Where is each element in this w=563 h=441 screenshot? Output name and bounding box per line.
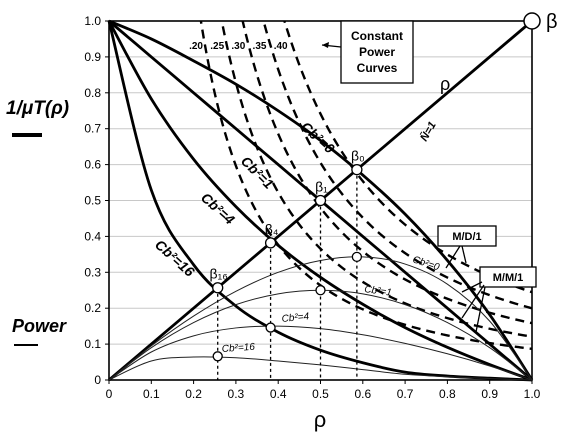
x-tick-label: 0.8 <box>439 387 456 401</box>
power-curve-label: Cb²=1 <box>364 284 393 299</box>
constant-power-box <box>340 20 414 84</box>
throughput-curve <box>108 19 534 381</box>
x-tick-label: 0.7 <box>397 387 414 401</box>
beta-label: β₄ <box>265 221 279 237</box>
throughput-curve-label: Cb²=4 <box>198 189 238 227</box>
ylabel-throughput-underline <box>12 133 42 137</box>
beta-label: β₁₆ <box>209 266 227 282</box>
n-bar-label: N̄=1 <box>418 120 439 144</box>
y-tick-label: 0.9 <box>84 50 101 64</box>
throughput-curve-label: Cb²=0 <box>298 118 338 156</box>
x-tick-label: 0.9 <box>481 387 498 401</box>
constant-power-curve <box>241 21 532 325</box>
mm1-arrow <box>475 286 486 333</box>
mm1-arrow <box>461 284 485 319</box>
beta-label: β₀ <box>351 148 365 164</box>
mm1-label: M/M/1 <box>493 272 524 284</box>
x-tick-label: 0.1 <box>143 387 160 401</box>
y-tick-label: 0.8 <box>84 86 101 100</box>
ylabel-throughput: 1/μT(ρ) <box>6 98 70 119</box>
y-tick-label: 0 <box>94 373 101 387</box>
power-max-point <box>351 251 363 263</box>
y-tick-label: 0.1 <box>84 337 101 351</box>
y-tick-label: 1.0 <box>84 14 101 28</box>
y-tick-label: 0.5 <box>84 194 101 208</box>
x-tick-label: 0.3 <box>228 387 245 401</box>
power-curve-label: Cb²=4 <box>281 311 310 325</box>
x-tick-label: 0.5 <box>312 387 329 401</box>
power-curve <box>108 256 533 381</box>
throughput-curve-label: Cb²=16 <box>152 236 198 280</box>
mm1-arrow <box>461 281 483 293</box>
throughput-curve <box>107 20 533 382</box>
constant-power-box-label: Power <box>359 45 395 59</box>
x-axis-label: ρ <box>314 407 327 432</box>
beta-corner-point <box>523 12 541 30</box>
md1-box <box>437 225 497 247</box>
constant-power-label: .20 <box>189 41 203 52</box>
md1-arrow <box>461 245 467 264</box>
constant-power-label: .40 <box>274 41 288 52</box>
beta-point <box>351 163 363 176</box>
constant-power-label: .30 <box>231 41 245 52</box>
power-max-point <box>315 285 326 296</box>
mm1-box <box>479 266 537 288</box>
constant-power-label: .25 <box>210 41 224 52</box>
power-max-point <box>212 351 223 362</box>
x-tick-label: 0.4 <box>270 387 287 401</box>
constant-power-box-label: Curves <box>357 61 398 75</box>
power-curve-label: Cb²=16 <box>221 342 255 355</box>
constant-power-curve <box>199 21 532 350</box>
power-curve-label: Cb²=0 <box>411 254 441 273</box>
y-tick-label: 0.7 <box>84 122 101 136</box>
y-tick-label: 0.4 <box>84 229 101 243</box>
x-tick-label: 0.6 <box>354 387 371 401</box>
beta-point <box>212 282 224 294</box>
y-tick-label: 0.2 <box>84 301 101 315</box>
constant-power-arrowhead <box>322 42 329 48</box>
power-max-point <box>265 322 276 333</box>
ylabel-power: Power <box>12 316 67 336</box>
constant-power-curve <box>262 21 532 310</box>
constant-power-label: .35 <box>253 41 267 52</box>
y-tick-label: 0.3 <box>84 265 101 279</box>
constant-power-curve <box>220 21 532 338</box>
x-tick-label: 0.2 <box>185 387 202 401</box>
rho-diagonal-label: ρ <box>440 74 450 94</box>
x-tick-label: 1.0 <box>524 387 541 401</box>
y-tick-label: 0.6 <box>84 158 101 172</box>
ylabel-power-underline <box>14 344 38 346</box>
beta-point <box>264 237 277 249</box>
constant-power-box-label: Constant <box>351 29 403 43</box>
beta-point <box>314 194 327 207</box>
md1-arrow <box>445 245 461 269</box>
beta-corner-label: β <box>546 11 558 33</box>
x-tick-label: 0 <box>106 387 113 401</box>
beta-label: β₁ <box>315 179 328 195</box>
throughput-curve <box>107 20 533 382</box>
md1-label: M/D/1 <box>452 231 481 243</box>
